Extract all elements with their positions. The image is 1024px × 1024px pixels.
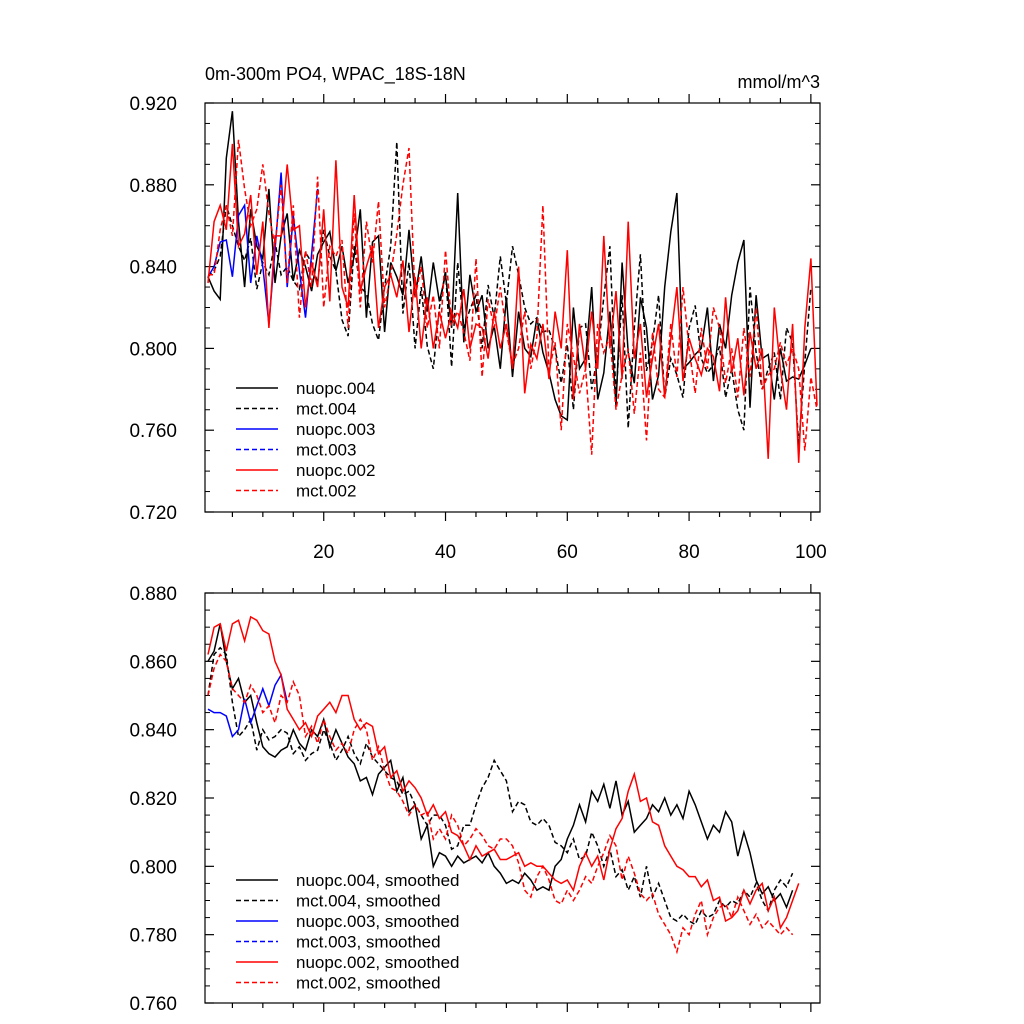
x-tick-label: 100	[795, 542, 827, 563]
x-tick-label: 20	[313, 542, 334, 563]
y-tick-label: 0.780	[129, 926, 177, 947]
y-tick-label: 0.860	[129, 652, 177, 673]
y-tick-label: 0.880	[129, 584, 177, 605]
series-line-nuopc-003-smoothed	[207, 672, 288, 738]
legend-label: mct.003	[296, 441, 356, 460]
y-tick-label: 0.760	[129, 421, 177, 442]
y-tick-label: 0.800	[129, 857, 177, 878]
y-tick-label: 0.720	[129, 503, 177, 524]
series-line-nuopc-002-smoothed	[207, 615, 800, 930]
legend-label: nuopc.002, smoothed	[296, 953, 460, 972]
legend-label: mct.002	[296, 482, 356, 501]
series-line-mct-002	[208, 139, 818, 455]
legend-label: nuopc.002	[296, 461, 375, 480]
legend-label: nuopc.004, smoothed	[296, 871, 460, 890]
legend-label: nuopc.003, smoothed	[296, 912, 460, 931]
bottom-panel: 0.760 0.780 0.800 0.820 0.840 0.860 0.880 nuopc…	[129, 584, 821, 1015]
x-tick-label: 40	[435, 542, 456, 563]
x-tick-label: 80	[679, 542, 700, 563]
legend-label: nuopc.004	[296, 379, 375, 398]
legend-label: mct.003, smoothed	[296, 933, 441, 952]
x-tick-label: 60	[557, 542, 578, 563]
series-group	[207, 111, 818, 463]
units-label: mmol/m^3	[738, 72, 820, 92]
y-tick-label: 0.760	[129, 994, 177, 1015]
legend-label: mct.004, smoothed	[296, 892, 441, 911]
y-tick-label: 0.880	[129, 176, 177, 197]
y-tick-label: 0.800	[129, 339, 177, 360]
chart-title: 0m-300m PO4, WPAC_18S-18N	[205, 64, 466, 85]
series-line-mct-002-smoothed	[207, 653, 794, 955]
series-line-mct-004	[207, 141, 812, 447]
y-tick-label: 0.820	[129, 789, 177, 810]
series-line-nuopc-003	[207, 172, 319, 324]
series-group	[207, 615, 800, 955]
legend-label: mct.002, smoothed	[296, 974, 441, 993]
series-line-mct-004-smoothed	[207, 646, 794, 926]
legend-label: mct.004	[296, 400, 356, 419]
series-line-nuopc-004-smoothed	[207, 623, 794, 910]
y-tick-label: 0.840	[129, 721, 177, 742]
legend-label: nuopc.003	[296, 420, 375, 439]
y-tick-label: 0.920	[129, 94, 177, 115]
top-panel: 0.720 0.760 0.800 0.840 0.880 0.920 20 40 60 80 10…	[129, 94, 827, 563]
y-tick-label: 0.840	[129, 258, 177, 279]
